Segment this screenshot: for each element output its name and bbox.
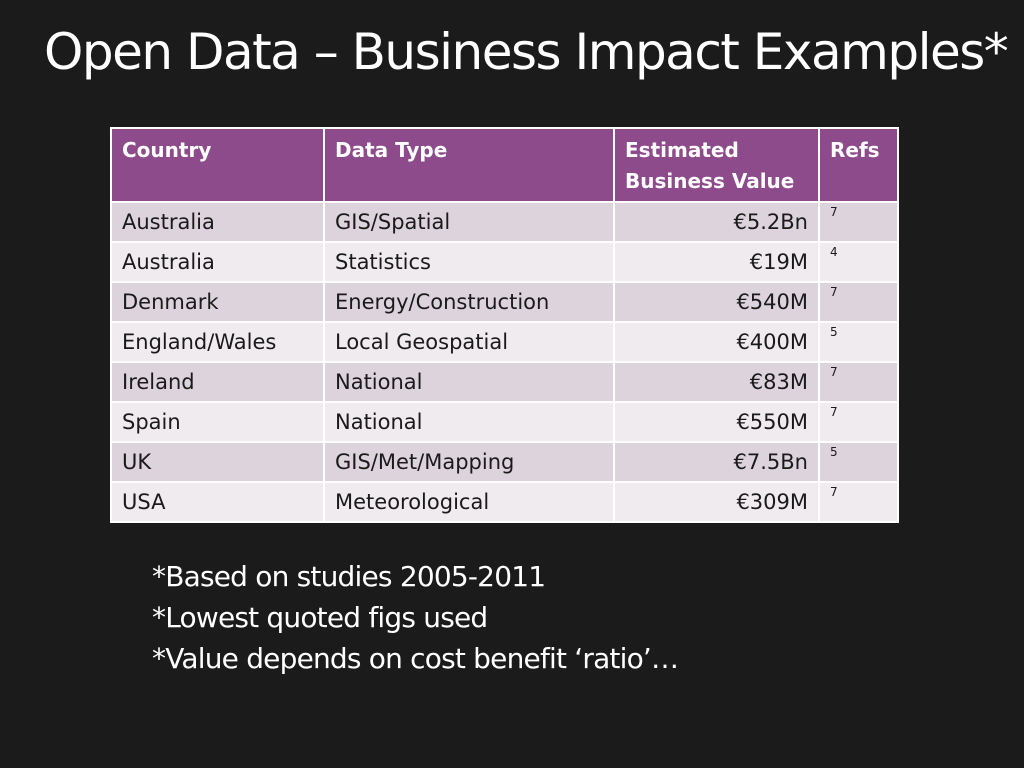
cell-data-type: GIS/Met/Mapping (323, 441, 615, 483)
cell-ref: 5 (818, 321, 899, 363)
cell-data-type: Energy/Construction (323, 281, 615, 323)
header-country: Country (110, 127, 325, 203)
cell-value: €19M (613, 241, 820, 283)
table-header-row: Country Data Type Estimated Business Val… (110, 127, 899, 203)
cell-country: UK (110, 441, 325, 483)
cell-country: Australia (110, 241, 325, 283)
cell-ref: 7 (818, 281, 899, 323)
cell-ref: 7 (818, 361, 899, 403)
cell-data-type: Local Geospatial (323, 321, 615, 363)
cell-value: €550M (613, 401, 820, 443)
header-value-line2: Business Value (625, 169, 795, 193)
cell-ref: 5 (818, 441, 899, 483)
slide-title: Open Data – Business Impact Examples* (44, 23, 1009, 81)
cell-data-type: Meteorological (323, 481, 615, 523)
cell-ref: 7 (818, 481, 899, 523)
table-row: Australia GIS/Spatial €5.2Bn 7 (110, 201, 899, 243)
header-estimated-value: Estimated Business Value (613, 127, 820, 203)
cell-country: Ireland (110, 361, 325, 403)
cell-data-type: National (323, 361, 615, 403)
footnote: *Lowest quoted figs used (152, 601, 488, 634)
cell-country: USA (110, 481, 325, 523)
cell-ref: 7 (818, 401, 899, 443)
cell-data-type: Statistics (323, 241, 615, 283)
cell-value: €5.2Bn (613, 201, 820, 243)
table-row: Spain National €550M 7 (110, 401, 899, 443)
table-row: UK GIS/Met/Mapping €7.5Bn 5 (110, 441, 899, 483)
business-impact-table: Country Data Type Estimated Business Val… (110, 127, 899, 523)
cell-country: England/Wales (110, 321, 325, 363)
footnotes: *Based on studies 2005-2011 *Lowest quot… (152, 556, 679, 679)
cell-ref: 7 (818, 201, 899, 243)
table-row: Australia Statistics €19M 4 (110, 241, 899, 283)
cell-country: Spain (110, 401, 325, 443)
header-data-type: Data Type (323, 127, 615, 203)
cell-country: Denmark (110, 281, 325, 323)
cell-value: €540M (613, 281, 820, 323)
cell-value: €83M (613, 361, 820, 403)
footnote: *Value depends on cost benefit ‘ratio’… (152, 642, 679, 675)
cell-data-type: National (323, 401, 615, 443)
cell-value: €400M (613, 321, 820, 363)
cell-value: €309M (613, 481, 820, 523)
footnote: *Based on studies 2005-2011 (152, 560, 546, 593)
table-row: England/Wales Local Geospatial €400M 5 (110, 321, 899, 363)
table-row: USA Meteorological €309M 7 (110, 481, 899, 523)
table-row: Denmark Energy/Construction €540M 7 (110, 281, 899, 323)
header-refs: Refs (818, 127, 899, 203)
cell-country: Australia (110, 201, 325, 243)
cell-value: €7.5Bn (613, 441, 820, 483)
table-row: Ireland National €83M 7 (110, 361, 899, 403)
cell-data-type: GIS/Spatial (323, 201, 615, 243)
header-value-line1: Estimated (625, 138, 739, 162)
cell-ref: 4 (818, 241, 899, 283)
